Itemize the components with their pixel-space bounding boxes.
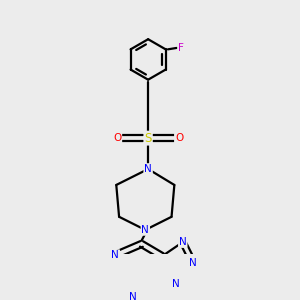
Text: F: F [178,43,184,53]
Text: O: O [113,133,121,143]
Text: N: N [129,292,137,300]
Text: O: O [175,133,183,143]
Text: N: N [189,258,197,268]
Text: N: N [141,225,149,235]
Text: N: N [172,279,180,289]
Text: N: N [144,164,152,174]
Text: N: N [112,250,119,260]
Text: N: N [179,237,187,247]
Text: S: S [144,132,152,145]
